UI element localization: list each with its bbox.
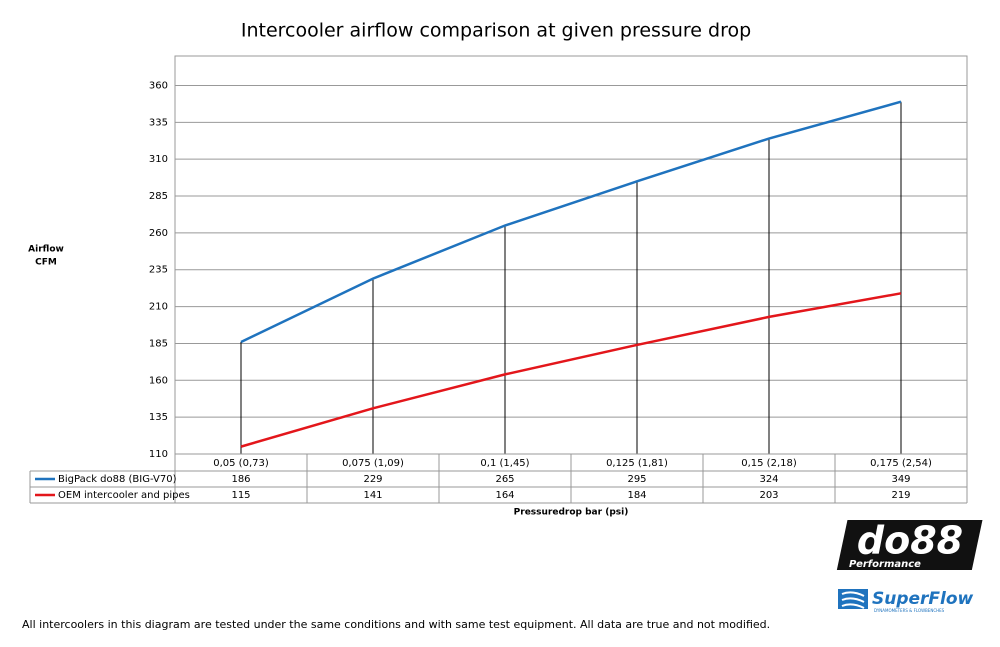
y-tick-label: 285 <box>149 191 168 202</box>
table-value: 324 <box>759 474 778 485</box>
y-axis-label: Airflow <box>28 245 64 255</box>
logo-text: SuperFlow <box>872 589 974 609</box>
table-value: 115 <box>231 490 250 501</box>
y-axis-label: CFM <box>35 258 57 268</box>
table-value: 184 <box>627 490 646 501</box>
table-value: 349 <box>891 474 910 485</box>
y-tick-label: 160 <box>149 375 168 386</box>
logo-subtext: DYNAMOMETERS & FLOWBENCHES <box>874 608 945 613</box>
table-value: 229 <box>363 474 382 485</box>
y-tick-label: 310 <box>149 154 168 165</box>
series-line <box>240 100 902 344</box>
y-tick-label: 335 <box>149 117 168 128</box>
x-tick-label: 0,05 (0,73) <box>213 458 269 469</box>
y-tick-label: 135 <box>149 412 168 423</box>
logo-box <box>836 520 983 570</box>
logo-subtext: Performance <box>849 559 921 570</box>
y-tick-label: 235 <box>149 265 168 276</box>
footer: All intercoolers in this diagram are tes… <box>22 618 770 631</box>
table-value: 164 <box>495 490 514 501</box>
x-tick-label: 0,125 (1,81) <box>606 458 668 469</box>
logo-text: do88 <box>857 519 963 563</box>
y-tick-label: 185 <box>149 338 168 349</box>
superflow-logo: SuperFlow DYNAMOMETERS & FLOWBENCHES <box>838 589 974 613</box>
x-tick-label: 0,1 (1,45) <box>480 458 529 469</box>
y-tick-label: 260 <box>149 228 168 239</box>
table-value: 186 <box>231 474 250 485</box>
logo-mark-lines <box>841 591 865 609</box>
x-axis-label: Pressuredrop bar (psi) <box>514 508 629 518</box>
y-tick-label: 360 <box>149 80 168 91</box>
table-value: 203 <box>759 490 778 501</box>
legend-label: OEM intercooler and pipes <box>58 490 190 501</box>
x-tick-label: 0,15 (2,18) <box>741 458 797 469</box>
table-value: 295 <box>627 474 646 485</box>
y-tick-label: 210 <box>149 302 168 313</box>
series-line <box>240 292 902 448</box>
x-tick-label: 0,175 (2,54) <box>870 458 932 469</box>
x-tick-label: 0,075 (1,09) <box>342 458 404 469</box>
table-value: 219 <box>891 490 910 501</box>
legend-label: BigPack do88 (BIG-V70) <box>58 474 177 485</box>
chart-title: Intercooler airflow comparison at given … <box>241 20 751 42</box>
table-value: 141 <box>363 490 382 501</box>
do88-logo: do88 Performance <box>836 519 983 570</box>
y-tick-label: 110 <box>149 449 168 460</box>
table-value: 265 <box>495 474 514 485</box>
